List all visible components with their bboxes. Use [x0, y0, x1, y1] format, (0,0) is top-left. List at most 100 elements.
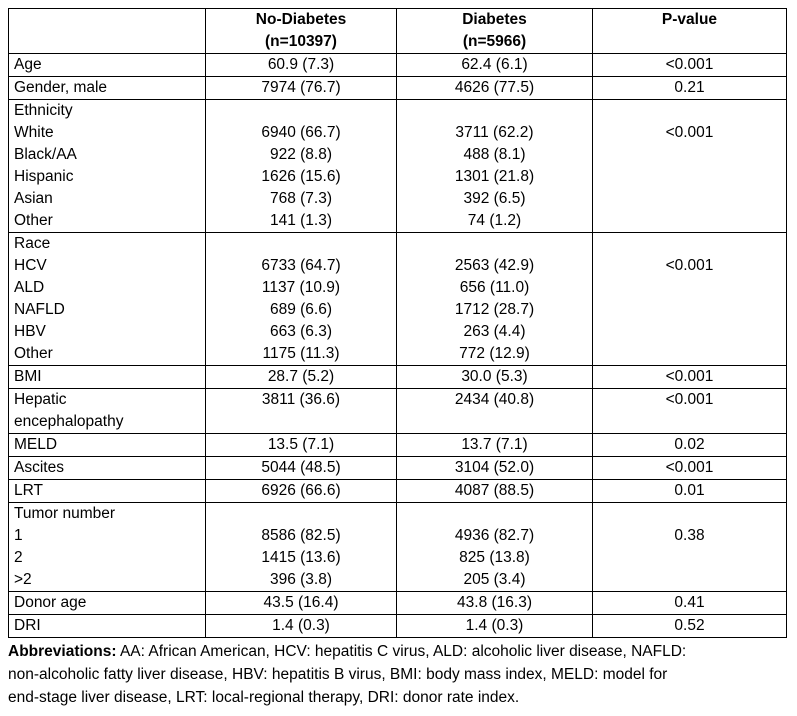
p-value: <0.001: [665, 56, 714, 73]
diabetes-cell: 62.4 (6.1): [396, 53, 593, 77]
p-value: <0.001: [665, 459, 714, 476]
header-p-value-label: P-value: [661, 11, 718, 28]
row-label: DRI: [14, 617, 41, 634]
p-value: [598, 101, 781, 123]
diabetes-value: 1712 (28.7): [454, 301, 535, 318]
p-value: <0.001: [665, 391, 714, 408]
diabetes-cell: 4626 (77.5): [396, 76, 593, 100]
header-no-diabetes-cell: No-Diabetes (n=10397): [205, 8, 397, 54]
header-corner: [14, 10, 200, 32]
no-diabetes-value: 5044 (48.5): [261, 459, 341, 476]
p-value: 0.02: [674, 436, 705, 453]
no-diabetes-cell: 13.5 (7.1): [205, 433, 397, 457]
diabetes-cell: 43.8 (16.3): [396, 591, 593, 615]
row-label-cell: Donor age: [8, 591, 206, 615]
p-value: <0.001: [665, 368, 714, 385]
p-value-cell: <0.001: [592, 232, 787, 366]
header-no-diabetes-n: (n=10397): [265, 33, 337, 50]
row-label-cell: Ascites: [8, 456, 206, 480]
row-lrt: LRT 6926 (66.6) 4087 (88.5) 0.01: [8, 479, 787, 503]
row-hepatic-encephalopathy: Hepatic encephalopathy 3811 (36.6) 2434 …: [8, 388, 787, 434]
row-bmi: BMI 28.7 (5.2) 30.0 (5.3) <0.001: [8, 365, 787, 389]
header-row: No-Diabetes (n=10397) Diabetes (n=5966) …: [8, 8, 787, 54]
sub-label: Black/AA: [14, 146, 77, 163]
no-diabetes-value: 768 (7.3): [269, 190, 333, 207]
diabetes-cell: 30.0 (5.3): [396, 365, 593, 389]
no-diabetes-value: 13.5 (7.1): [267, 436, 335, 453]
row-ascites: Ascites 5044 (48.5) 3104 (52.0) <0.001: [8, 456, 787, 480]
sub-label: HBV: [14, 323, 46, 340]
diabetes-value: 74 (1.2): [467, 212, 522, 229]
diabetes-value: 1301 (21.8): [454, 168, 535, 185]
sub-label: NAFLD: [14, 301, 65, 318]
row-label-cell: BMI: [8, 365, 206, 389]
no-diabetes-value: 1137 (10.9): [261, 279, 341, 296]
diabetes-value: 43.8 (16.3): [457, 594, 532, 611]
row-label-cell: Race HCV ALD NAFLD HBV Other: [8, 232, 206, 366]
diabetes-value: 392 (6.5): [463, 190, 526, 207]
p-value-cell: 0.38: [592, 502, 787, 592]
row-dri: DRI 1.4 (0.3) 1.4 (0.3) 0.52: [8, 614, 787, 638]
diabetes-cell: 2563 (42.9) 656 (11.0) 1712 (28.7) 263 (…: [396, 232, 593, 366]
diabetes-value: 13.7 (7.1): [461, 436, 528, 453]
row-label: Donor age: [14, 594, 87, 611]
header-diabetes-cell: Diabetes (n=5966): [396, 8, 593, 54]
diabetes-value: 263 (4.4): [463, 323, 526, 340]
diabetes-value: 2434 (40.8): [454, 391, 535, 408]
p-value-cell: <0.001: [592, 365, 787, 389]
row-label-cell: Age: [8, 53, 206, 77]
p-value: <0.001: [665, 257, 714, 274]
p-value-cell: 0.02: [592, 433, 787, 457]
diabetes-value: 488 (8.1): [463, 146, 526, 163]
sub-label: >2: [14, 571, 32, 588]
diabetes-value: 2563 (42.9): [454, 257, 535, 274]
no-diabetes-value: 7974 (76.7): [261, 79, 341, 96]
row-gender-male: Gender, male 7974 (76.7) 4626 (77.5) 0.2…: [8, 76, 787, 100]
diabetes-cell: 4936 (82.7) 825 (13.8) 205 (3.4): [396, 502, 593, 592]
p-value-cell: 0.21: [592, 76, 787, 100]
no-diabetes-value: 60.9 (7.3): [267, 56, 335, 73]
diabetes-value: [402, 504, 587, 526]
diabetes-value: [402, 234, 587, 256]
row-ethnicity-group: Ethnicity White Black/AA Hispanic Asian …: [8, 99, 787, 233]
no-diabetes-cell: 6940 (66.7) 922 (8.8) 1626 (15.6) 768 (7…: [205, 99, 397, 233]
diabetes-cell: 4087 (88.5): [396, 479, 593, 503]
row-age: Age 60.9 (7.3) 62.4 (6.1) <0.001: [8, 53, 787, 77]
p-value-cell: <0.001: [592, 99, 787, 233]
no-diabetes-value: 8586 (82.5): [261, 527, 341, 544]
row-race-group: Race HCV ALD NAFLD HBV Other 6733 (64.7)…: [8, 232, 787, 366]
p-value: 0.01: [674, 482, 705, 499]
sub-label: ALD: [14, 279, 45, 296]
no-diabetes-value: [211, 101, 391, 123]
footnote-line-3: end-stage liver disease, LRT: local-regi…: [8, 689, 520, 706]
p-value: 0.52: [674, 617, 705, 634]
p-value-cell: 0.52: [592, 614, 787, 638]
no-diabetes-value: 3811 (36.6): [261, 391, 341, 408]
no-diabetes-cell: 8586 (82.5) 1415 (13.6) 396 (3.8): [205, 502, 397, 592]
no-diabetes-value: 922 (8.8): [269, 146, 333, 163]
no-diabetes-value: 1626 (15.6): [261, 168, 341, 185]
row-meld: MELD 13.5 (7.1) 13.7 (7.1) 0.02: [8, 433, 787, 457]
header-diabetes-label: Diabetes: [462, 11, 527, 28]
sub-label: HCV: [14, 257, 47, 274]
sub-label: Hispanic: [14, 168, 74, 185]
no-diabetes-value: 396 (3.8): [269, 571, 333, 588]
diabetes-value: 3711 (62.2): [455, 124, 534, 141]
diabetes-value: 4936 (82.7): [454, 527, 535, 544]
p-value-cell: <0.001: [592, 388, 787, 434]
p-value-cell: <0.001: [592, 456, 787, 480]
no-diabetes-value: [211, 504, 391, 526]
diabetes-cell: 3711 (62.2) 488 (8.1) 1301 (21.8) 392 (6…: [396, 99, 593, 233]
header-corner-cell: [8, 8, 206, 54]
diabetes-value: 825 (13.8): [459, 549, 530, 566]
diabetes-value: 772 (12.9): [459, 345, 530, 362]
p-value: [598, 504, 781, 526]
sub-label: 2: [14, 549, 23, 566]
footnote-bold-label: Abbreviations:: [8, 643, 117, 660]
p-value: 0.21: [674, 79, 705, 96]
row-label: LRT: [14, 482, 44, 499]
p-value: [598, 234, 781, 256]
no-diabetes-cell: 6926 (66.6): [205, 479, 397, 503]
diabetes-value: 4626 (77.5): [454, 79, 535, 96]
no-diabetes-cell: 3811 (36.6): [205, 388, 397, 434]
